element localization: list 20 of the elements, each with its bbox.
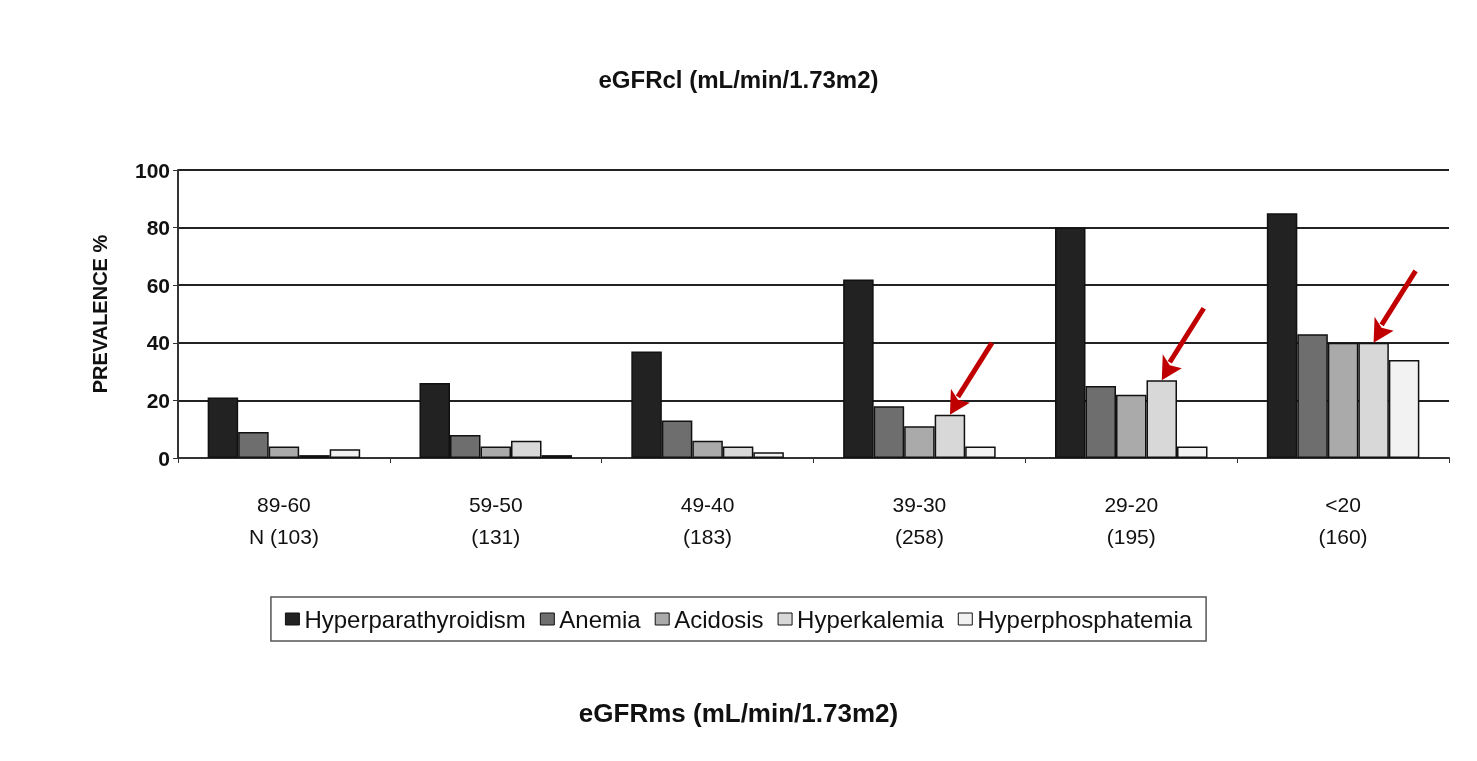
y-tick-label: 80 [146, 216, 170, 240]
y-tick-label: 0 [158, 446, 170, 470]
chart-title: eGFRcl (mL/min/1.73m2) [598, 65, 879, 93]
y-tick-label: 20 [146, 388, 170, 412]
x-tick-label: 29-20 (195) [1104, 492, 1159, 548]
text: eGFRms (mL/min/1.73m2) [578, 698, 899, 728]
y-tick-label: 40 [146, 331, 170, 355]
x-tick-label: 49-40 (183) [680, 492, 735, 548]
x-tick-label: 59-50 (131) [468, 492, 523, 548]
legend-label: Hyperparathyroidism [304, 605, 526, 633]
legend-label: Anemia [559, 605, 642, 633]
legend-label: Acidosis [674, 605, 764, 633]
y-tick-label: 60 [146, 273, 170, 297]
x-tick-label: <20 (160) [1318, 492, 1368, 548]
legend-label: Hyperkalemia [797, 605, 945, 633]
x-tick-label: 89-60 N (103) [248, 492, 319, 548]
y-tick-label: 100 [134, 158, 170, 182]
x-tick-label: 39-30 (258) [892, 492, 947, 548]
y-axis-title: PREVALENCE % [89, 234, 111, 394]
legend-label: Hyperphosphatemia [977, 605, 1193, 633]
